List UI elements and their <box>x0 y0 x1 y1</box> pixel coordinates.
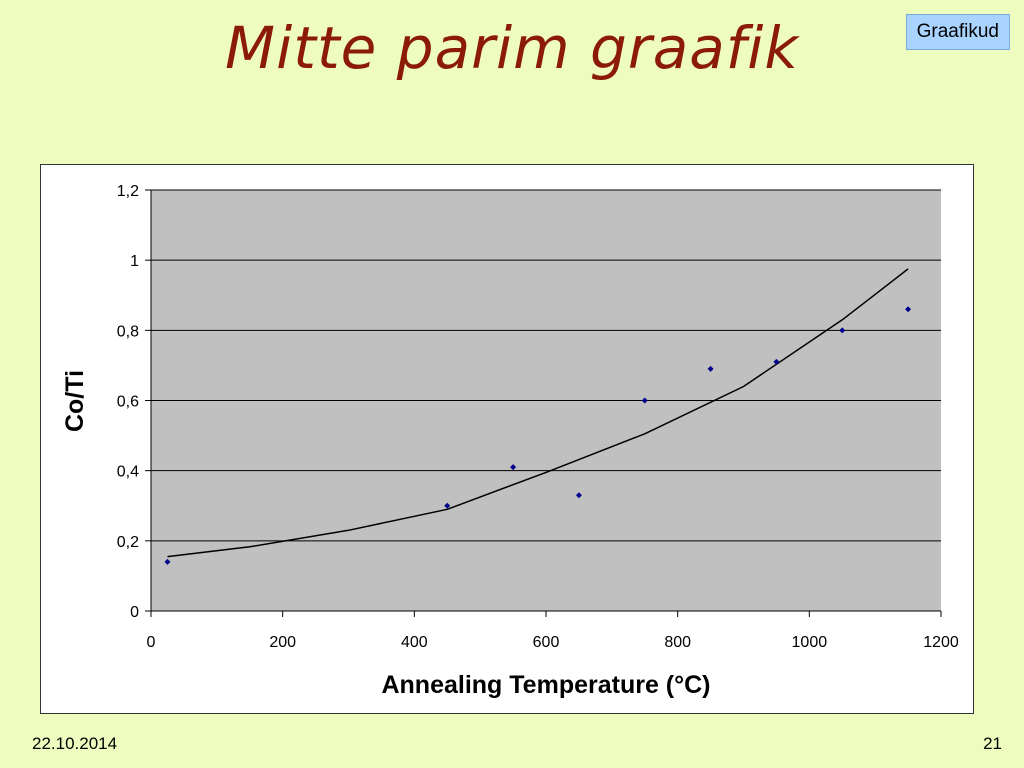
y-tick-label: 0 <box>130 604 139 621</box>
axes <box>145 189 942 617</box>
y-tick-label: 0,6 <box>117 394 139 411</box>
y-tick-label: 1,2 <box>117 183 139 200</box>
y-tick-label: 0,2 <box>117 534 139 551</box>
page-number: 21 <box>983 734 1002 753</box>
chart-frame: 0 0,2 0,4 0,6 0,8 1 1,2 0 200 400 600 800 1000 1200 C… <box>40 164 974 714</box>
x-tick-label: 1200 <box>923 634 959 651</box>
data-point <box>575 492 582 499</box>
x-tick-label: 400 <box>401 634 428 651</box>
scatter-chart: 0 0,2 0,4 0,6 0,8 1 1,2 0 200 400 600 800 1000 1200 C… <box>61 183 959 699</box>
x-tick-label: 800 <box>664 634 691 651</box>
y-tick-label: 0,4 <box>117 464 139 481</box>
trendline <box>167 268 909 558</box>
section-tag: Graafikud <box>905 14 1010 50</box>
data-points <box>164 306 912 565</box>
x-tick-label: 0 <box>147 634 156 651</box>
y-tick-label: 0,8 <box>117 323 139 340</box>
x-tick-label: 1000 <box>792 634 828 651</box>
data-point <box>839 327 846 334</box>
data-point <box>707 365 714 372</box>
data-point <box>444 502 451 509</box>
data-point <box>510 464 517 471</box>
y-axis-label: Co/Ti <box>61 370 89 432</box>
data-point <box>641 397 648 404</box>
x-tick-label: 200 <box>269 634 296 651</box>
slide-title: Mitte parim graafik <box>225 14 799 82</box>
y-tick-label: 1 <box>130 253 139 270</box>
data-point <box>164 558 171 565</box>
x-axis-label: Annealing Temperature (°C) <box>381 671 710 699</box>
data-point <box>773 358 780 365</box>
data-point <box>905 306 912 313</box>
x-tick-label: 600 <box>533 634 560 651</box>
footer-date: 22.10.2014 <box>32 734 118 753</box>
tick-labels: 0 0,2 0,4 0,6 0,8 1 1,2 0 200 400 600 800 1000 1200 <box>117 183 959 651</box>
